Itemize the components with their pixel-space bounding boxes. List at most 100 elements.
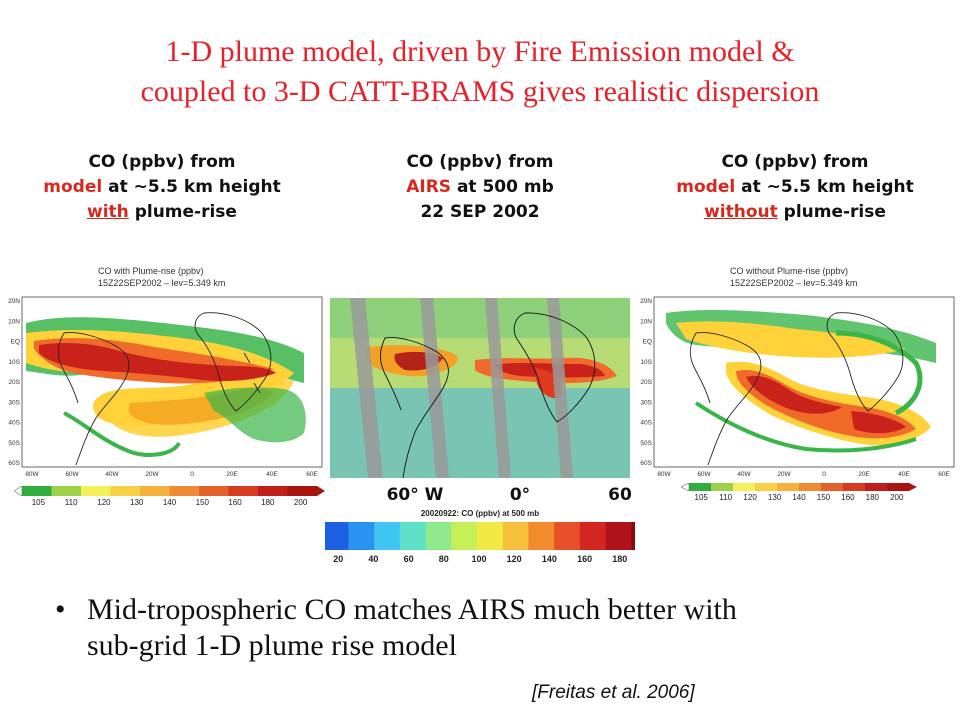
lon-tick-label: 40E [898, 471, 910, 478]
lat-tick-label: 20S [640, 379, 652, 386]
lat-tick-label: 60S [8, 460, 20, 467]
right-caption-line2: model at ~5.5 km height [665, 175, 925, 200]
colorbar-swatch [777, 483, 800, 491]
center-lon-label: 0° [510, 485, 530, 505]
lat-tick-label: 20N [8, 298, 20, 305]
lon-tick-label: 0 [190, 471, 194, 478]
colorbar-label: 120 [743, 493, 757, 502]
colorbar-label: 160 [577, 554, 592, 564]
left-caption-with: with [87, 202, 129, 222]
left-plume-field [26, 317, 306, 457]
colorbar-swatch [799, 483, 822, 491]
center-airs-field [330, 298, 630, 478]
center-caption-line2-rest: at 500 mb [451, 177, 554, 197]
lat-tick-label: 30S [640, 399, 652, 406]
colorbar-label: 130 [768, 493, 782, 502]
colorbar-label: 200 [294, 498, 308, 507]
right-plot-subtitle: 15Z22SEP2002 – lev=5.349 km [730, 278, 858, 288]
colorbar-label: 80 [439, 554, 449, 564]
colorbar-swatch [887, 483, 910, 491]
colorbar-swatch [287, 486, 318, 496]
right-caption-line3-rest: plume-rise [777, 202, 886, 222]
colorbar-swatch [843, 483, 866, 491]
center-caption-line3: 22 SEP 2002 [420, 202, 540, 222]
center-map-airs: 60° W0°60 1020406080100120140160180200 2… [325, 298, 635, 564]
left-map-with-plume-rise: 20N 10N EQ 10S 20S 30S 40S 50S 60S 80W 60W 40W 20W 0… [8, 296, 325, 507]
citation: [Freitas et al. 2006] [532, 682, 695, 703]
colorbar-label: 180 [866, 493, 880, 502]
lon-tick-label: 40E [266, 471, 278, 478]
center-colorbar-title: 20020922: CO (ppbv) at 500 mb [421, 509, 539, 518]
lon-tick-label: 20W [777, 471, 791, 478]
colorbar-label: 160 [228, 498, 242, 507]
right-caption-model: model [676, 177, 736, 197]
lat-tick-label: 60S [640, 460, 652, 467]
colorbar-swatch [199, 486, 229, 496]
lat-tick-label: 20S [8, 379, 20, 386]
lat-tick-label: EQ [643, 339, 652, 346]
left-caption-model: model [43, 177, 103, 197]
lon-tick-label: 40W [105, 471, 119, 478]
colorbar-swatch [451, 522, 478, 550]
lat-tick-label: 10N [8, 318, 20, 325]
left-caption-line3: with plume-rise [32, 200, 292, 225]
lon-tick-label: 20W [145, 471, 159, 478]
left-caption-line2-rest: at ~5.5 km height [102, 177, 281, 197]
colorbar-swatch [502, 522, 529, 550]
center-map-coastlines [380, 312, 596, 479]
colorbar-label: 140 [163, 498, 177, 507]
colorbar-swatch [81, 486, 111, 496]
colorbar-label: 150 [817, 493, 831, 502]
right-panel-caption: CO (ppbv) from model at ~5.5 km height w… [665, 150, 925, 225]
colorbar-swatch [605, 522, 632, 550]
center-lon-labels: 60° W 0° 60 [387, 485, 632, 505]
right-lat-ticks: 20N 10N EQ 10S 20S 30S 40S 50S 60S [640, 298, 653, 467]
colorbar-swatch [258, 486, 288, 496]
colorbar-label: 140 [792, 493, 806, 502]
colorbar-arrow-right [317, 486, 325, 496]
bullet-line2: sub-grid 1-D plume rise model [87, 629, 457, 662]
right-caption-line1: CO (ppbv) from [721, 152, 869, 172]
colorbar-label: 120 [507, 554, 522, 564]
colorbar-label: 110 [65, 498, 78, 507]
colorbar-label: 120 [97, 498, 111, 507]
colorbar-swatch [228, 486, 259, 496]
bullet-line1: Mid-tropospheric CO matches AIRS much be… [87, 593, 737, 626]
left-plot-title: CO with Plume-rise (ppbv) 15Z22SEP2002 –… [98, 265, 225, 289]
colorbar-label: 105 [695, 493, 709, 502]
lon-tick-label: 40W [737, 471, 751, 478]
lon-tick-label: 0 [822, 471, 826, 478]
lat-tick-label: 10N [640, 318, 652, 325]
center-lon-label: 60 [608, 485, 632, 505]
left-colorbar: 105 110 120 130 140 150 160 180 200 [13, 485, 325, 507]
center-caption-airs: AIRS [406, 177, 452, 197]
lat-tick-label: 20N [640, 298, 652, 305]
colorbar-swatch [22, 486, 52, 496]
colorbar-label: 200 [890, 493, 904, 502]
colorbar-swatch [110, 486, 141, 496]
colorbar-swatch [528, 522, 555, 550]
colorbar-swatch [733, 483, 756, 491]
colorbar-swatch [631, 522, 635, 550]
lon-tick-label: 80W [657, 471, 671, 478]
colorbar-arrow-right [909, 483, 917, 491]
colorbar-swatch [374, 522, 401, 550]
right-plume-field [666, 309, 936, 453]
lat-tick-label: 30S [8, 399, 20, 406]
left-map-coastlines [57, 312, 272, 466]
colorbar-label: 110 [719, 493, 732, 502]
colorbar-label: 20 [333, 554, 343, 564]
center-caption-line2: AIRS at 500 mb [350, 175, 610, 200]
lat-tick-label: 40S [640, 420, 652, 427]
lat-tick-label: 10S [8, 359, 20, 366]
colorbar-swatch [689, 483, 712, 491]
colorbar-swatch [51, 486, 82, 496]
colorbar-label: 60 [404, 554, 414, 564]
lat-tick-label: 40S [8, 420, 20, 427]
right-lon-ticks: 80W 60W 40W 20W 0 20E 40E 60E [657, 471, 950, 478]
slide-title-line1: 1-D plume model, driven by Fire Emission… [165, 35, 795, 68]
center-colorbar: 1020406080100120140160180200 [325, 522, 635, 564]
colorbar-label: 160 [841, 493, 855, 502]
colorbar-swatch [169, 486, 200, 496]
right-plot-title: CO without Plume-rise (ppbv) 15Z22SEP200… [730, 265, 857, 289]
